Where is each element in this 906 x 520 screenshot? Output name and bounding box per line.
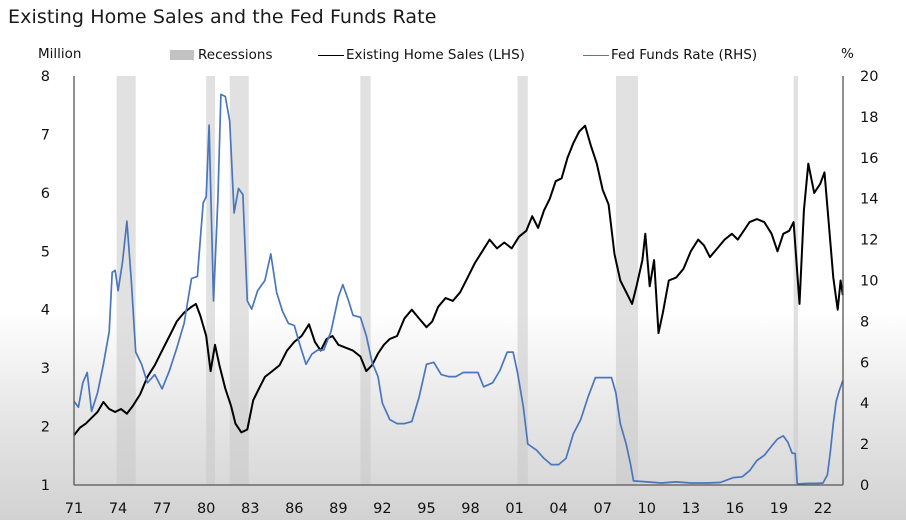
x-tick-label: 74 <box>109 501 127 517</box>
x-tick-label: 80 <box>197 501 215 517</box>
series-lines <box>73 93 844 485</box>
right-y-tick-label: 6 <box>860 355 869 371</box>
x-tick-label: 77 <box>153 501 171 517</box>
x-tick-label: 10 <box>638 501 656 517</box>
recession-band <box>517 76 528 485</box>
recession-bands <box>116 76 799 485</box>
x-tick-label: 07 <box>593 501 611 517</box>
legend-fed-funds: Fed Funds Rate (RHS) <box>583 47 757 63</box>
tick-labels: 71 74 77 80 83 86 89 92 95 98 01 04 07 10 13 16 19 221234… <box>41 69 879 517</box>
x-tick-label: 95 <box>417 501 435 517</box>
right-y-tick-label: 10 <box>860 274 878 290</box>
x-tick-label: 92 <box>373 501 391 517</box>
x-tick-label: 19 <box>770 501 788 517</box>
x-tick-label: 86 <box>285 501 303 517</box>
left-y-tick-label: 3 <box>41 361 50 377</box>
left-y-tick-label: 7 <box>41 127 50 143</box>
left-y-tick-label: 6 <box>41 186 50 202</box>
recession-band <box>206 76 215 485</box>
right-y-tick-label: 14 <box>860 192 878 208</box>
x-tick-label: 16 <box>726 501 744 517</box>
left-y-tick-label: 8 <box>41 69 50 85</box>
right-y-tick-label: 12 <box>860 233 878 249</box>
legend-home-sales: Existing Home Sales (LHS) <box>318 47 525 63</box>
legend-home-sales-label: Existing Home Sales (LHS) <box>346 47 525 63</box>
right-y-tick-label: 8 <box>860 314 869 330</box>
left-y-tick-label: 4 <box>41 303 50 319</box>
x-tick-label: 13 <box>682 501 700 517</box>
right-y-tick-label: 20 <box>860 69 878 85</box>
fed-funds-line <box>73 93 844 485</box>
left-axis-unit: Million <box>38 46 82 62</box>
x-tick-label: 89 <box>329 501 347 517</box>
x-tick-label: 98 <box>461 501 479 517</box>
left-y-tick-label: 5 <box>41 244 50 260</box>
home-sales-line <box>73 124 844 436</box>
right-y-tick-label: 2 <box>860 437 869 453</box>
x-tick-label: 22 <box>814 501 832 517</box>
x-tick-label: 01 <box>505 501 523 517</box>
home-sales-swatch <box>318 54 344 56</box>
chart-title: Existing Home Sales and the Fed Funds Ra… <box>8 6 437 28</box>
x-tick-label: 71 <box>65 501 83 517</box>
recession-band <box>229 76 249 485</box>
recession-swatch <box>170 50 194 60</box>
x-tick-label: 04 <box>549 501 567 517</box>
recession-band <box>615 76 638 485</box>
right-y-tick-label: 16 <box>860 151 878 167</box>
left-y-tick-label: 1 <box>41 478 50 494</box>
left-y-tick-label: 2 <box>41 420 50 436</box>
recession-band <box>360 76 371 485</box>
x-tick-label: 83 <box>241 501 259 517</box>
legend-recessions-label: Recessions <box>198 47 273 63</box>
recession-band <box>116 76 136 485</box>
fed-funds-swatch <box>583 54 609 56</box>
right-y-tick-label: 4 <box>860 396 869 412</box>
right-axis-unit: % <box>841 46 854 62</box>
legend-fed-funds-label: Fed Funds Rate (RHS) <box>611 47 758 63</box>
right-y-tick-label: 0 <box>860 478 869 494</box>
axes <box>73 76 844 486</box>
legend-recessions: Recessions <box>170 47 272 63</box>
right-y-tick-label: 18 <box>860 110 878 126</box>
recession-band <box>793 76 799 485</box>
